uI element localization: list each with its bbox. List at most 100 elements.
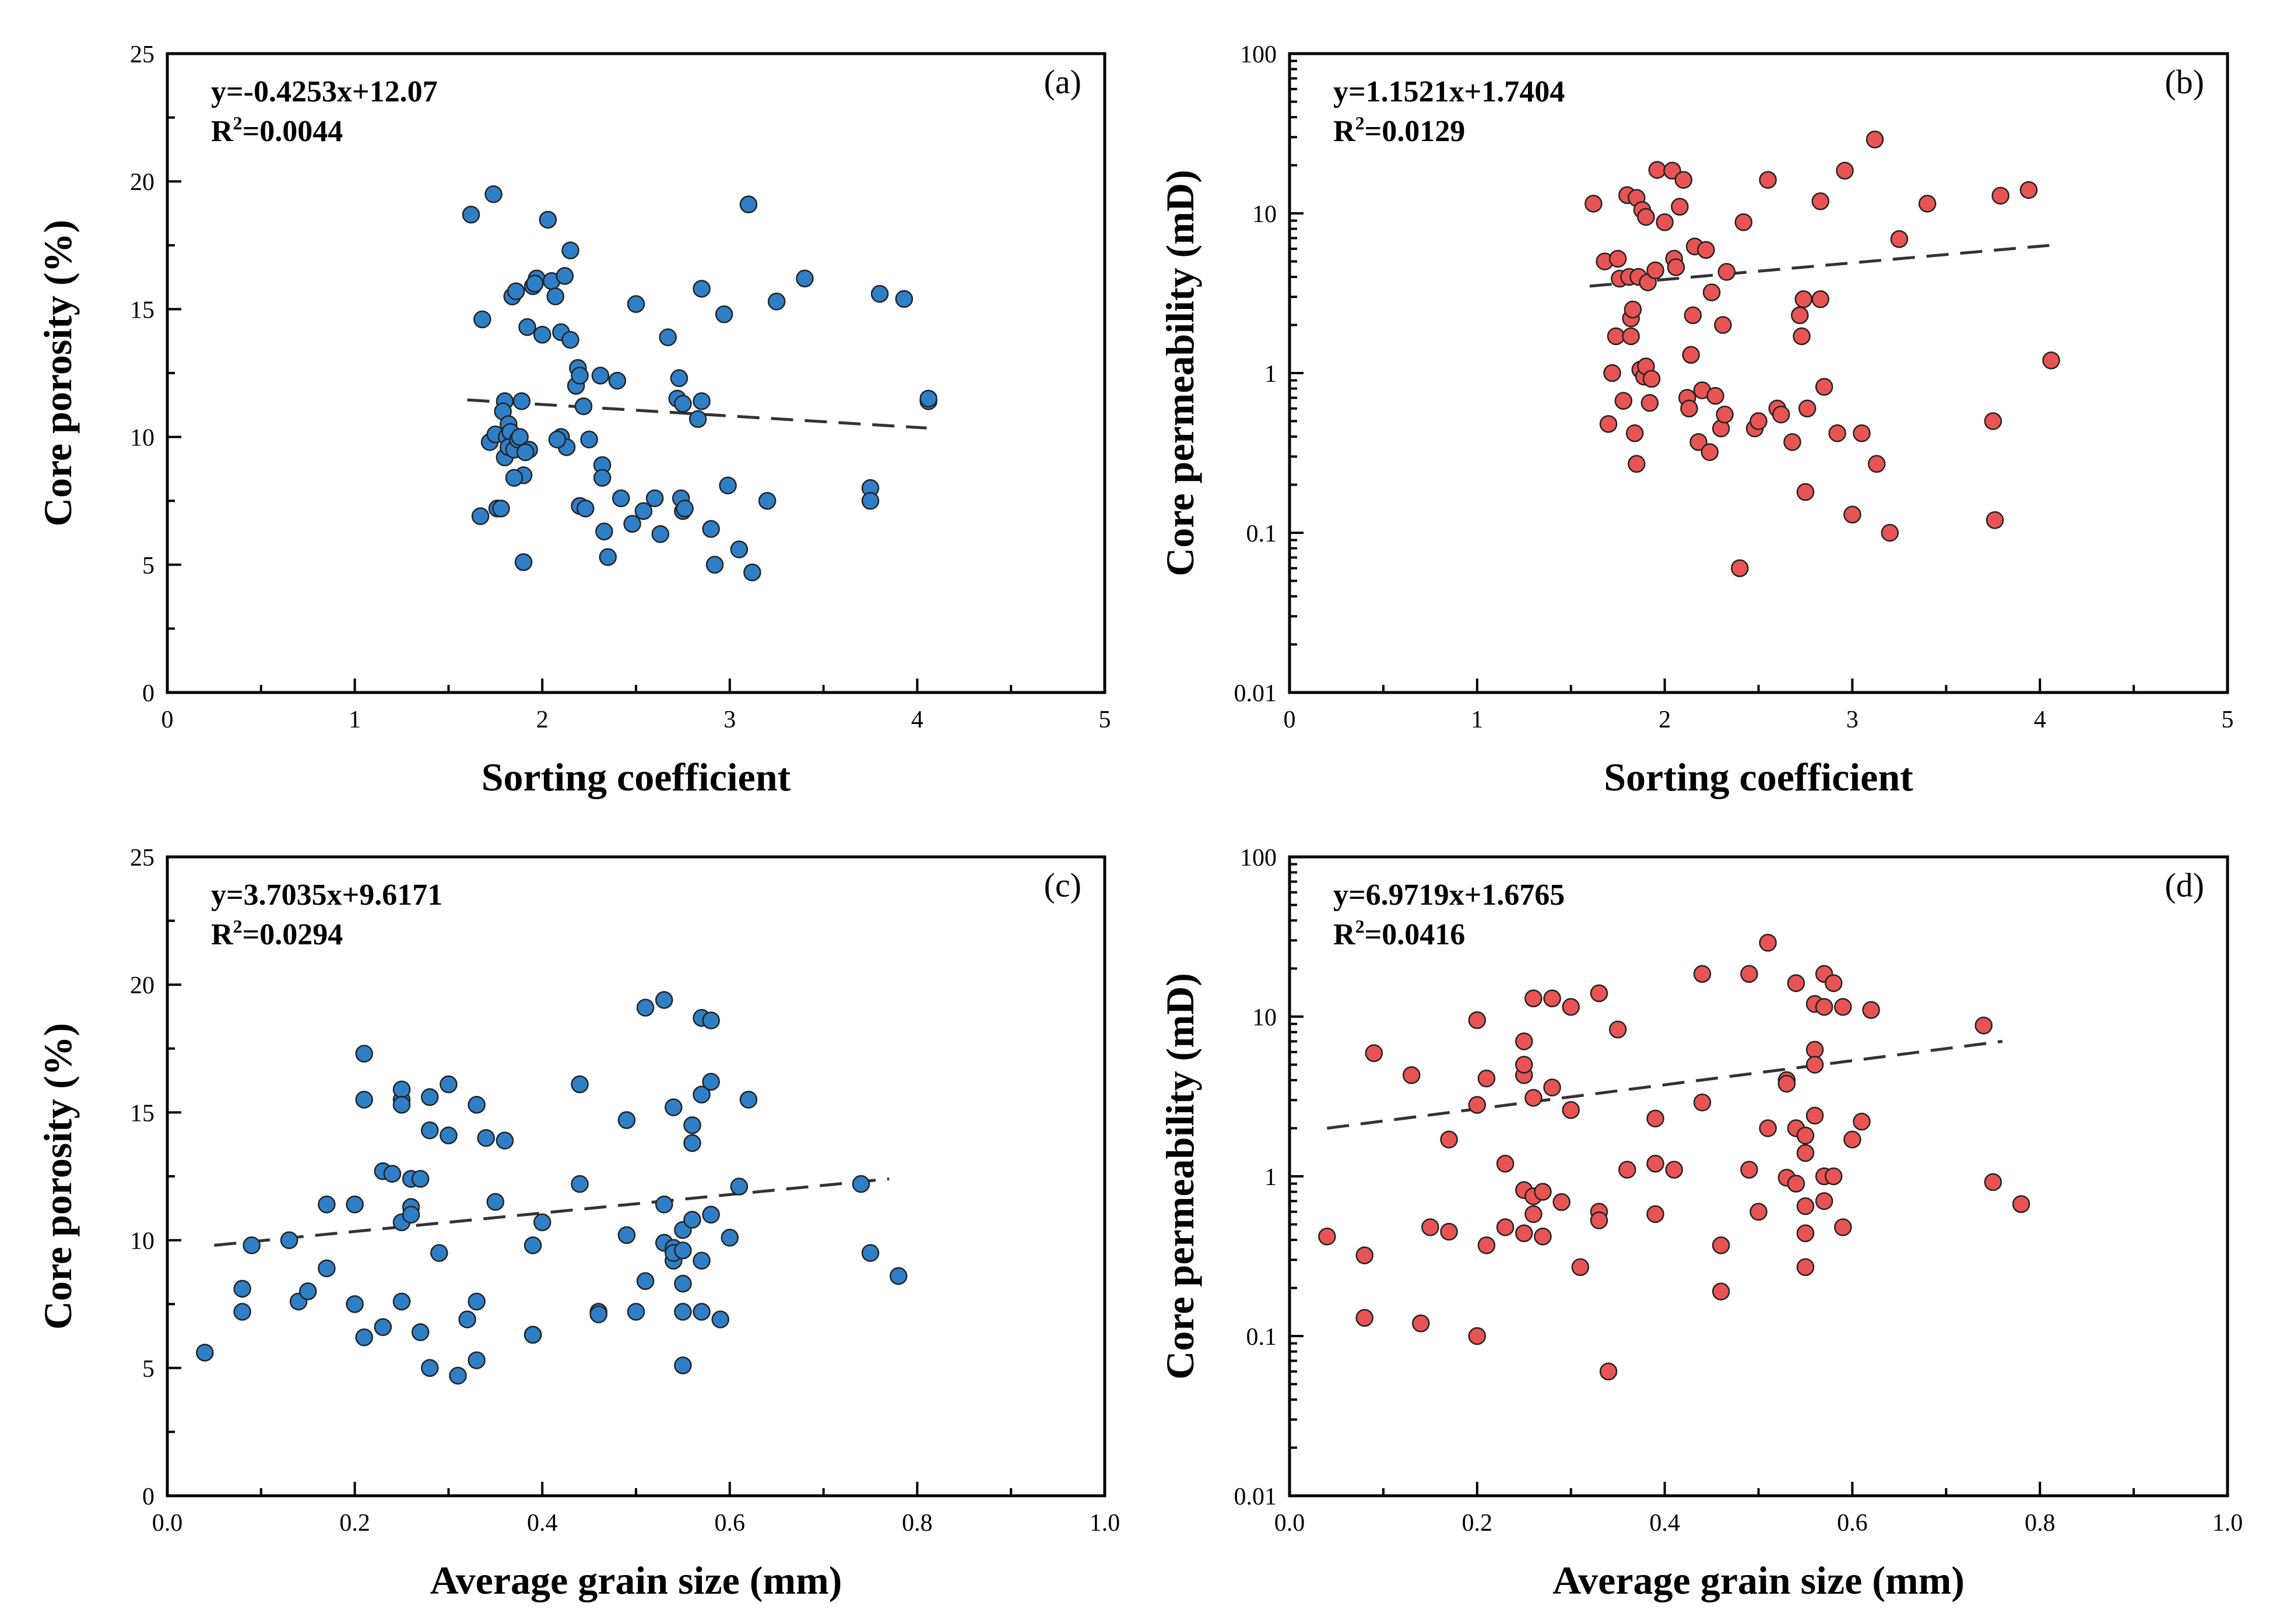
r-squared-value-a: =0.0044 (243, 115, 343, 148)
data-point-a (870, 284, 889, 303)
data-point-d (1421, 1218, 1439, 1236)
data-point-c (674, 1274, 692, 1293)
x-tick-label-d: 0.2 (1462, 1510, 1493, 1537)
data-point-b (2019, 181, 2038, 199)
data-point-d (1468, 1011, 1487, 1029)
data-point-d (1440, 1222, 1458, 1241)
data-point-a (767, 292, 786, 311)
data-point-b (1717, 263, 1736, 281)
data-point-b (1828, 424, 1846, 442)
data-point-c (196, 1344, 214, 1362)
x-axis-title-c: Average grain size (mm) (430, 1558, 842, 1602)
y-tick-label-b: 1 (1264, 361, 1277, 388)
data-point-b (1734, 213, 1753, 231)
data-point-c (889, 1267, 908, 1285)
data-point-c (533, 1213, 551, 1232)
data-point-d (1665, 1161, 1683, 1179)
data-point-b (1667, 258, 1685, 276)
data-point-b (1674, 171, 1693, 189)
data-point-a (492, 500, 510, 518)
data-point-a (758, 491, 777, 510)
data-point-b (1796, 483, 1815, 501)
data-point-b (1714, 316, 1732, 334)
data-point-b (1648, 161, 1666, 179)
data-point-d (1796, 1126, 1815, 1145)
data-point-a (796, 269, 814, 288)
data-point-d (1824, 974, 1843, 992)
data-point-d (1515, 1224, 1533, 1242)
r-squared-symbol-a: R (211, 115, 234, 148)
data-point-d (1749, 1203, 1768, 1221)
data-point-b (1853, 424, 1871, 442)
data-point-b (1791, 306, 1809, 325)
x-tick-label-a: 4 (911, 706, 923, 733)
data-point-d (1787, 974, 1805, 992)
data-point-d (1468, 1327, 1487, 1345)
data-point-b (1628, 455, 1646, 473)
data-point-a (693, 392, 711, 410)
x-axis-title-b: Sorting coefficient (1604, 755, 1913, 799)
data-point-d (1984, 1173, 2002, 1191)
data-point-c (636, 1272, 655, 1290)
x-tick-label-b: 3 (1846, 706, 1859, 733)
x-tick-label-b: 5 (2222, 706, 2234, 733)
x-tick-label-c: 0.8 (902, 1510, 933, 1537)
data-point-d (1440, 1130, 1458, 1149)
y-tick-label-b: 100 (1240, 41, 1277, 68)
data-point-b (1793, 327, 1811, 346)
data-point-d (1412, 1314, 1430, 1333)
data-point-d (1834, 998, 1852, 1016)
data-point-d (1365, 1044, 1383, 1063)
data-point-c (655, 991, 673, 1009)
data-point-b (1697, 241, 1715, 259)
data-point-a (743, 563, 761, 582)
x-axis-title-d: Average grain size (mm) (1552, 1558, 1965, 1602)
data-point-c (318, 1259, 336, 1278)
x-tick-label-a: 1 (349, 706, 361, 733)
data-point-d (1496, 1218, 1515, 1236)
y-tick-label-a: 0 (142, 680, 154, 707)
data-point-c (571, 1175, 589, 1193)
data-point-a (919, 389, 937, 408)
data-point-d (1524, 1089, 1543, 1107)
data-point-b (2042, 351, 2060, 370)
regression-equation-c: y=3.7035x+9.6171 (211, 878, 442, 912)
data-point-d (1590, 1211, 1608, 1229)
data-point-d (1355, 1246, 1373, 1264)
data-point-c (440, 1126, 458, 1145)
data-point-b (1625, 424, 1644, 442)
y-tick-label-c: 20 (130, 972, 154, 999)
data-point-a (730, 540, 749, 558)
data-point-d (1805, 1056, 1824, 1074)
data-point-c (346, 1195, 364, 1214)
data-point-c (449, 1366, 467, 1385)
data-point-b (1881, 523, 1899, 542)
data-point-b (1603, 364, 1621, 382)
data-point-a (719, 476, 737, 495)
data-point-d (1515, 1032, 1533, 1050)
data-point-c (392, 1095, 411, 1114)
data-point-c (861, 1244, 880, 1262)
data-point-c (683, 1134, 701, 1152)
data-point-a (593, 469, 612, 487)
data-point-b (1984, 412, 2002, 430)
data-point-a (693, 280, 711, 298)
data-point-a (484, 185, 503, 203)
data-point-a (561, 241, 579, 259)
data-point-d (1787, 1175, 1805, 1193)
data-point-b (1642, 370, 1661, 388)
data-point-c (674, 1356, 692, 1375)
data-point-d (1477, 1236, 1496, 1254)
data-point-d (1824, 1167, 1843, 1186)
data-point-c (730, 1177, 749, 1196)
data-point-a (561, 331, 579, 349)
data-point-a (627, 295, 645, 313)
data-point-a (514, 553, 533, 571)
y-tick-label-b: 0.01 (1234, 680, 1277, 707)
data-point-d (1815, 998, 1833, 1016)
data-point-c (655, 1195, 673, 1214)
data-point-a (659, 328, 677, 346)
data-point-a (895, 290, 914, 308)
data-point-c (524, 1236, 542, 1254)
data-point-a (571, 367, 589, 385)
